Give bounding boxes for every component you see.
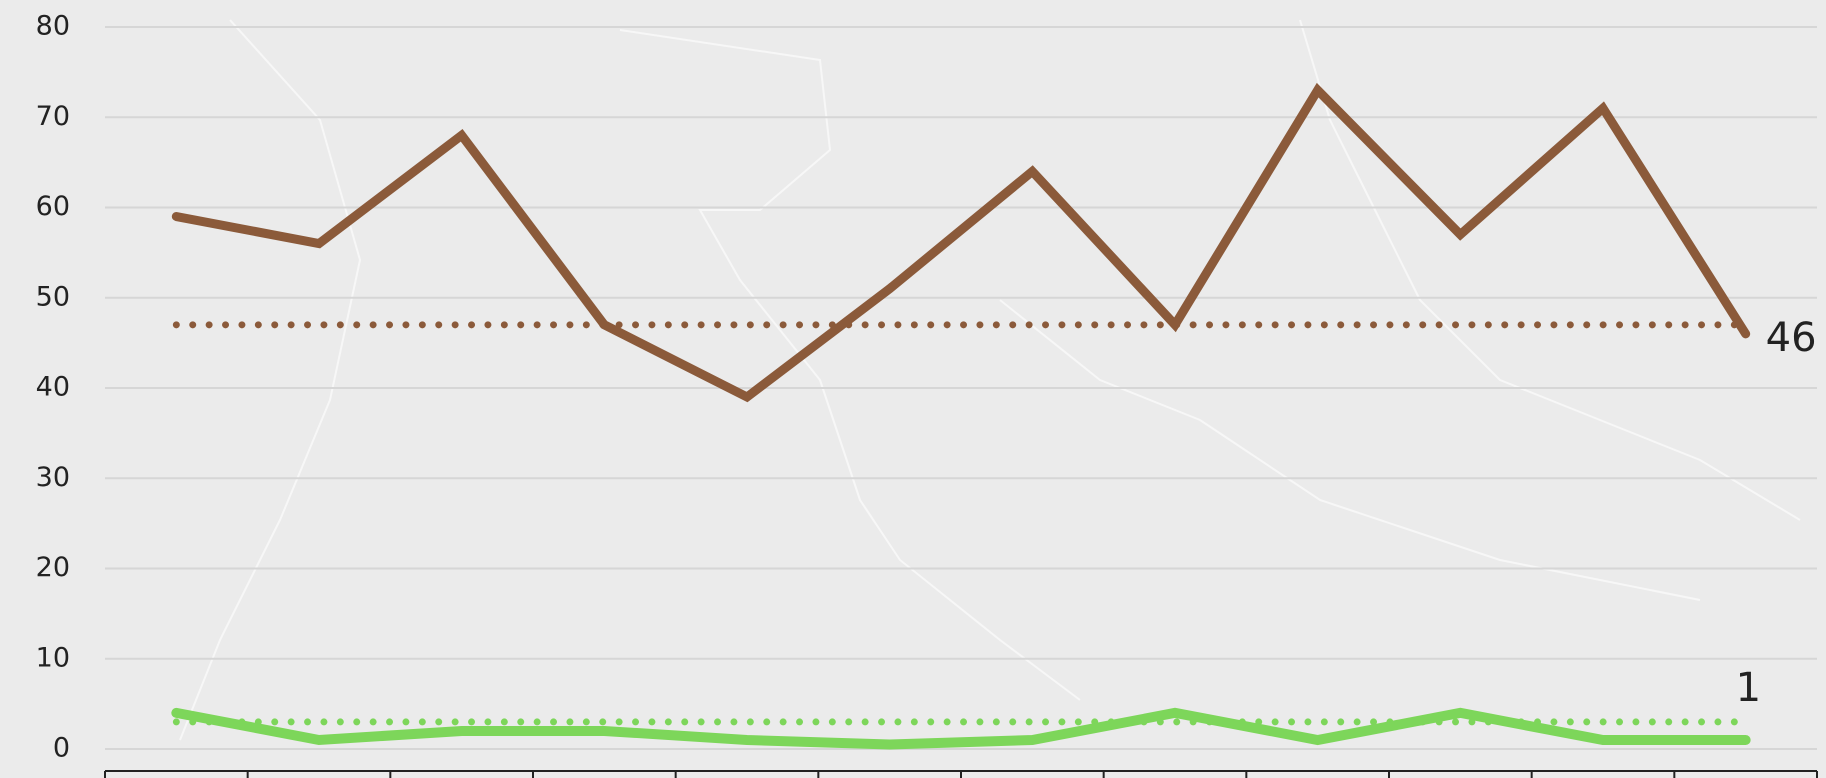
y-tick-label: 30 [36,462,70,493]
y-tick-label: 20 [36,552,70,583]
y-tick-label: 50 [36,281,70,312]
map-road [619,29,1081,701]
y-tick-label: 60 [36,191,70,222]
line-series [171,82,1751,403]
y-tick-label: 0 [53,733,70,764]
data-label: 46 [1766,315,1817,361]
y-tick-label: 80 [36,11,70,42]
y-tick-label: 70 [36,101,70,132]
data-label: 1 [1736,665,1761,711]
y-tick-label: 40 [36,372,70,403]
line-series [171,707,1751,750]
map-background [179,19,1801,741]
map-road [179,19,362,741]
y-tick-label: 10 [36,642,70,673]
map-road [999,299,1701,601]
map-road [1299,19,1801,521]
